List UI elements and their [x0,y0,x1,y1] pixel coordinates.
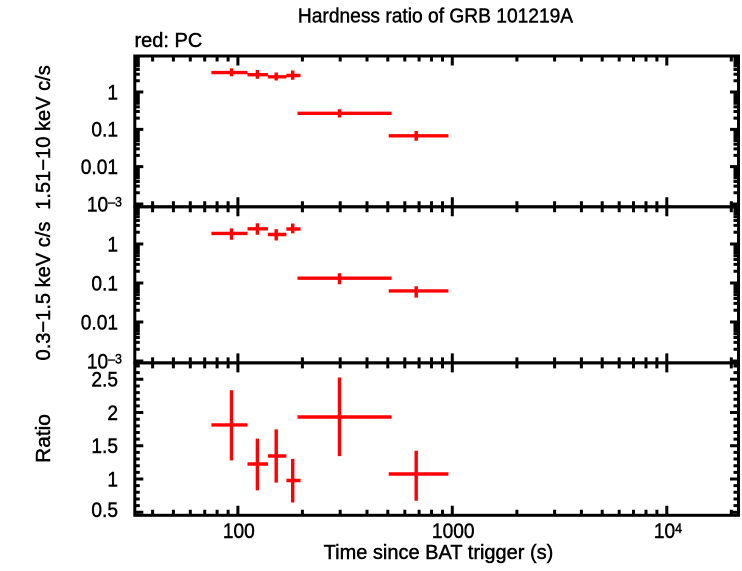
svg-text:1: 1 [107,468,118,491]
svg-text:1.5: 1.5 [91,435,118,458]
svg-text:0.3−1.5 keV c/s: 0.3−1.5 keV c/s [33,222,55,361]
svg-text:0.1: 0.1 [91,272,118,295]
svg-text:0.01: 0.01 [81,311,118,334]
svg-text:1000: 1000 [432,520,475,543]
svg-text:0.01: 0.01 [81,156,118,179]
svg-text:Time since BAT trigger (s): Time since BAT trigger (s) [324,542,554,564]
svg-text:2.5: 2.5 [91,369,118,392]
svg-text:2: 2 [107,402,118,425]
svg-text:1: 1 [107,81,118,104]
svg-text:10–3: 10–3 [87,350,122,373]
svg-text:104: 104 [654,520,682,543]
svg-text:1: 1 [107,233,118,256]
svg-text:0.5: 0.5 [91,499,118,522]
svg-text:100: 100 [223,520,255,543]
svg-text:Ratio: Ratio [32,414,55,463]
svg-text:red: PC: red: PC [135,30,203,52]
svg-text:0.1: 0.1 [91,119,118,142]
svg-text:Hardness ratio of GRB 101219A: Hardness ratio of GRB 101219A [298,5,574,27]
svg-text:1.51−10 keV c/s: 1.51−10 keV c/s [33,65,55,210]
